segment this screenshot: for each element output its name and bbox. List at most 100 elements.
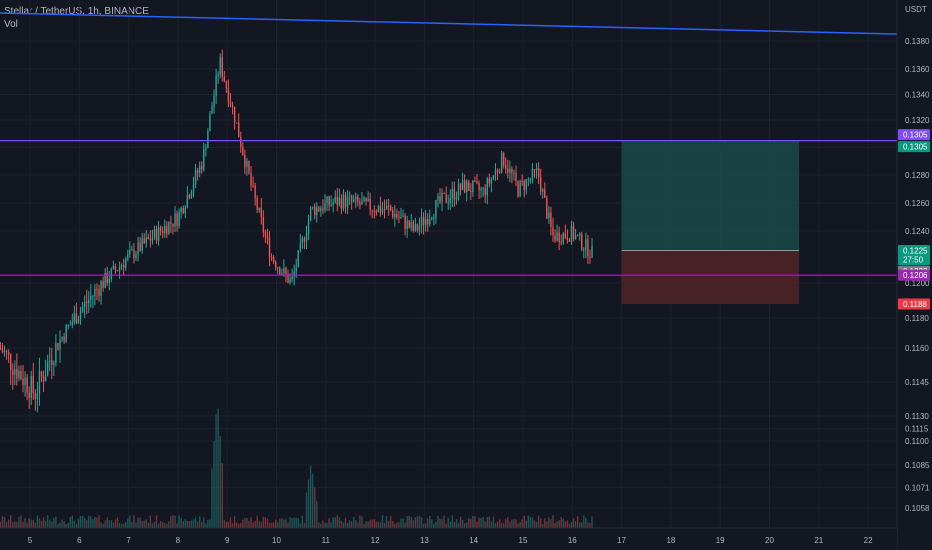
candle-body — [560, 242, 562, 244]
volume-bar — [519, 522, 521, 528]
candle-body — [110, 268, 113, 280]
candle-body — [515, 172, 517, 182]
candle-body — [209, 113, 211, 132]
candle-body — [20, 371, 22, 380]
volume-bar — [1, 516, 4, 528]
candle-body — [172, 223, 174, 227]
price-tick-label: 0.1260 — [905, 199, 930, 208]
volume-bar — [51, 521, 53, 528]
candle-body — [36, 393, 39, 399]
candle-body — [118, 266, 121, 271]
volume-bar — [135, 522, 137, 528]
candle-body — [589, 256, 591, 258]
candle-body — [379, 206, 382, 213]
volume-bar — [453, 522, 456, 528]
candle-body — [299, 242, 302, 251]
price-tick-label: 0.1071 — [905, 483, 930, 492]
candle-body — [377, 206, 380, 213]
candle-body — [291, 276, 293, 280]
volume-bar — [287, 522, 289, 528]
volume-bar — [291, 518, 293, 528]
candle-body — [562, 233, 564, 243]
candle-body — [205, 148, 207, 150]
volume-bar — [490, 521, 493, 528]
volume-bar — [65, 523, 67, 528]
candle-body — [264, 232, 267, 236]
volume-bar — [205, 523, 207, 528]
candle-body — [28, 392, 30, 399]
volume-bar — [283, 519, 285, 528]
candle-body — [527, 178, 530, 180]
time-tick-label: 21 — [814, 536, 823, 545]
volume-bar — [361, 516, 363, 528]
volume-bar — [184, 519, 186, 528]
volume-bar — [178, 515, 180, 528]
candle-body — [387, 205, 390, 207]
candle-body — [311, 206, 314, 208]
volume-bar — [480, 518, 482, 528]
candle-body — [502, 153, 505, 166]
volume-bar — [344, 517, 347, 528]
candle-body — [344, 194, 347, 208]
time-axis[interactable]: 5 6 7 8 9 10 11 12 13 14 15 16 17 18 19 20 21 22 — [0, 527, 897, 550]
volume-bar — [110, 520, 113, 528]
volume-bar — [404, 522, 406, 528]
candle-body — [287, 273, 289, 283]
volume-bar — [426, 518, 429, 528]
candle-body — [69, 324, 71, 326]
candle-body — [161, 231, 164, 234]
volume-bar — [560, 517, 562, 528]
candle-body — [174, 213, 176, 227]
volume-bar — [203, 517, 205, 528]
symbol-title[interactable]: Stellar / TetherUS, 1h, BINANCE — [4, 6, 149, 17]
price-tick-label: 0.1340 — [905, 91, 930, 100]
candle-body — [357, 196, 359, 203]
volume-bar — [20, 515, 22, 528]
volume-bar — [122, 523, 125, 528]
volume-bar — [46, 515, 49, 528]
candle-body — [0, 348, 2, 349]
candle-body — [507, 168, 509, 173]
candle-body — [383, 209, 386, 211]
candle-body — [194, 170, 197, 185]
candle-body — [266, 235, 269, 239]
volume-bar — [515, 519, 517, 528]
candle-body — [81, 306, 84, 312]
candle-body — [235, 122, 238, 124]
candle-body — [277, 267, 279, 269]
price-axis-unit: USDT — [905, 5, 927, 14]
candle-body — [114, 265, 117, 271]
candle-body — [240, 137, 242, 147]
volume-bar — [53, 517, 55, 528]
volume-bar — [26, 523, 28, 528]
candle-body — [100, 281, 102, 297]
volume-bar — [527, 515, 530, 528]
volume-bar — [585, 517, 587, 528]
candle-body — [219, 57, 221, 75]
candle-body — [44, 375, 47, 382]
candle-body — [268, 238, 271, 258]
volume-bar — [363, 523, 365, 528]
candle-body — [416, 223, 419, 231]
volume-bar — [256, 515, 258, 528]
candle-body — [451, 188, 454, 198]
time-tick-label: 18 — [666, 536, 675, 545]
volume-bar — [574, 520, 577, 528]
candle-body — [365, 197, 367, 202]
volume-bar — [509, 521, 511, 528]
candle-body — [24, 377, 26, 385]
price-badge — [898, 269, 930, 281]
candle-body — [32, 376, 34, 393]
volume-legend[interactable]: Vol — [4, 19, 18, 30]
candle-body — [96, 288, 98, 290]
candle-body — [431, 218, 433, 220]
candle-body — [408, 220, 410, 228]
candle-body — [98, 289, 100, 297]
volume-bar — [355, 520, 357, 528]
volume-bar — [67, 523, 69, 528]
price-badge-label: 0.1188 — [903, 300, 927, 309]
candle-body — [338, 197, 341, 206]
candle-body — [244, 155, 246, 168]
drawing-lines — [0, 12, 898, 276]
